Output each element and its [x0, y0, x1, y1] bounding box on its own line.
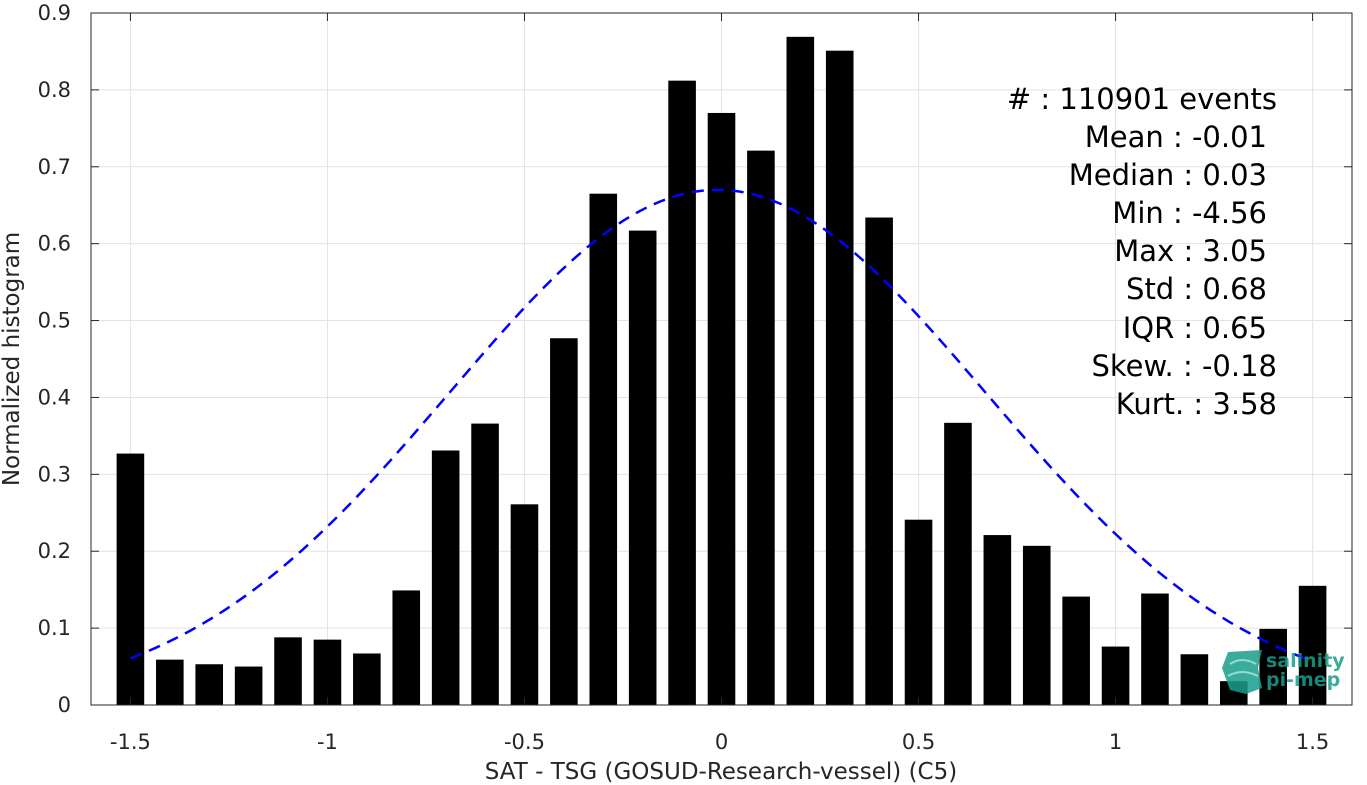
- y-tick-label: 0.5: [38, 309, 71, 333]
- histogram-bar: [825, 50, 854, 706]
- stat-median: Median : 0.03: [1069, 158, 1267, 192]
- stat-iqr: IQR : 0.65: [1123, 311, 1267, 345]
- histogram-bar: [1101, 646, 1130, 705]
- x-tick-label: 1: [1109, 730, 1122, 754]
- logo-text-line2: pi-mep: [1266, 669, 1340, 691]
- stat-skew: Skew. : -0.18: [1091, 349, 1277, 383]
- histogram-bar: [628, 230, 657, 705]
- bars: [116, 36, 1327, 706]
- histogram-bar: [550, 338, 578, 705]
- x-tick-label: 1.5: [1296, 730, 1329, 754]
- y-tick-label: 0.7: [38, 155, 71, 179]
- y-tick-label: 0.2: [38, 539, 71, 563]
- histogram-bar: [786, 36, 815, 705]
- histogram-bar: [1141, 593, 1169, 705]
- x-axis-ticks: -1.5 -1 -0.5 0 0.5 1 1.5: [110, 13, 1329, 754]
- x-tick-label: 0: [715, 730, 728, 754]
- histogram-bar: [668, 80, 696, 705]
- y-tick-label: 0: [58, 693, 71, 717]
- stat-std: Std : 0.68: [1126, 272, 1267, 306]
- histogram-bar: [1062, 596, 1090, 705]
- stat-mean: Mean : -0.01: [1085, 120, 1267, 154]
- y-axis-ticks: 0 0.1 0.2 0.3 0.4 0.5 0.6 0.7 0.8 0.9: [38, 1, 1352, 717]
- histogram-bar: [156, 659, 184, 705]
- logo-wave-icon: [1227, 659, 1259, 677]
- y-tick-label: 0.4: [38, 385, 71, 409]
- stat-min: Min : -4.56: [1112, 196, 1267, 230]
- x-axis-label: SAT - TSG (GOSUD-Research-vessel) (C5): [485, 759, 957, 785]
- x-tick-label: -1: [317, 730, 338, 754]
- histogram-bar: [431, 450, 460, 705]
- gaussian-fit-curve: [129, 188, 1314, 663]
- histogram-bar: [234, 666, 263, 705]
- histogram-bar: [116, 453, 145, 705]
- stat-events: # : 110901 events: [1007, 82, 1277, 116]
- stat-max: Max : 3.05: [1114, 234, 1267, 268]
- histogram-bar: [392, 590, 421, 705]
- histogram-bar: [589, 193, 618, 705]
- histogram-bar: [471, 423, 499, 705]
- x-tick-label: 0.5: [902, 730, 935, 754]
- histogram-bar: [1298, 585, 1327, 705]
- logo-text-line1: salinity: [1266, 650, 1345, 672]
- histogram-bar: [747, 150, 775, 705]
- x-tick-label: -1.5: [110, 730, 151, 754]
- y-tick-label: 0.1: [38, 616, 71, 640]
- histogram-bar: [195, 664, 224, 705]
- histogram-bar: [944, 422, 972, 705]
- histogram-bar: [274, 637, 302, 705]
- y-tick-label: 0.9: [38, 1, 71, 25]
- x-tick-label: -0.5: [504, 730, 545, 754]
- histogram-bar: [1180, 654, 1209, 705]
- histogram-bar: [904, 519, 933, 705]
- histogram-bar: [865, 217, 893, 705]
- stats-annotation: # : 110901 events Mean : -0.01 Median : …: [1007, 82, 1277, 421]
- histogram-bar: [353, 653, 381, 705]
- histogram-bar: [510, 504, 539, 705]
- y-tick-label: 0.6: [38, 232, 71, 256]
- stat-kurt: Kurt. : 3.58: [1116, 387, 1277, 421]
- salinity-pimep-logo: salinity pi-mep: [1222, 650, 1345, 694]
- y-axis-label: Normalized histogram: [0, 232, 25, 486]
- histogram-bar: [1022, 545, 1051, 705]
- y-tick-label: 0.8: [38, 78, 71, 102]
- histogram-bar: [707, 112, 736, 705]
- histogram-bar: [983, 535, 1012, 705]
- y-tick-label: 0.3: [38, 462, 71, 486]
- histogram-bar: [313, 639, 342, 705]
